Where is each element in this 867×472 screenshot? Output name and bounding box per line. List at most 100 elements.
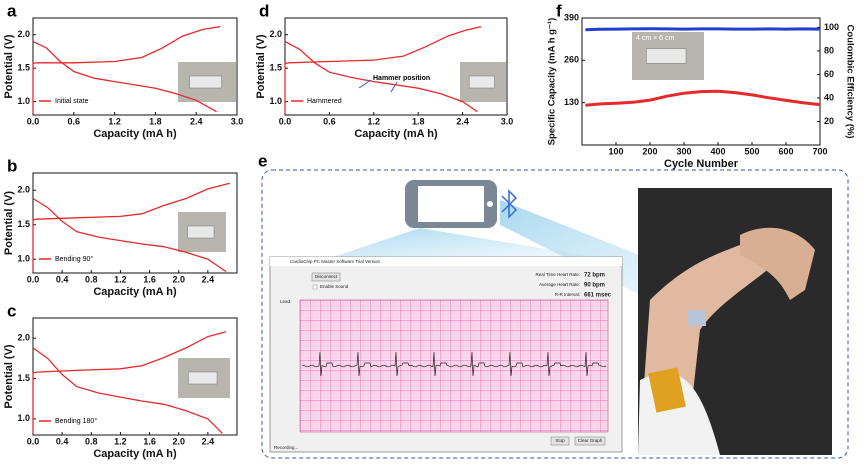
y-tick-label: 2.0	[269, 29, 282, 39]
annotation: Hammer position	[373, 75, 430, 82]
button-label: Stop	[555, 438, 565, 443]
y-axis-label: Potential (V)	[3, 34, 15, 99]
y-tick-label: 1.0	[17, 413, 30, 423]
y2-tick-label: 100	[824, 22, 839, 32]
y2-tick-label: 40	[824, 92, 834, 102]
y-axis-label: Potential (V)	[255, 34, 267, 99]
x-tick-label: 1.8	[149, 116, 162, 126]
y2-tick-label: 60	[824, 69, 834, 79]
plot-frame	[581, 17, 821, 146]
x-tick-label: 2.0	[172, 274, 185, 284]
x-axis-label: Capacity (mA h)	[93, 128, 177, 140]
panel-letter: b	[7, 156, 17, 175]
device-photo	[188, 371, 218, 385]
info-label: Average Heart Rate:	[539, 282, 580, 287]
info-value: 72 bpm	[584, 273, 605, 279]
x-axis-label: Capacity (mA h)	[354, 128, 438, 140]
x-axis-label: Capacity (mA h)	[93, 448, 177, 460]
x-tick-label: 3.0	[231, 116, 244, 126]
device-photo	[187, 225, 215, 239]
y2-axis-label: Coulombic Efficiency (%)	[844, 24, 855, 138]
legend-label: Bending 90°	[55, 255, 93, 263]
y-axis-label: Potential (V)	[3, 191, 15, 256]
lead-label: Lead	[280, 299, 291, 304]
signal-beam	[330, 228, 600, 258]
data-line	[32, 197, 227, 273]
data-line	[32, 347, 223, 434]
x-tick-label: 0.4	[56, 436, 69, 446]
y-tick-label: 130	[564, 97, 579, 107]
button-label: Disconnect	[315, 274, 338, 279]
x-tick-label: 1.6	[143, 274, 156, 284]
button-label: Clear Graph	[578, 438, 603, 443]
y-tick-label: 2.0	[17, 29, 30, 39]
y2-tick-label: 80	[824, 45, 834, 55]
info-value: 90 bpm	[584, 283, 605, 289]
y-axis-label: Specific Capacity (mA h g⁻¹)	[547, 18, 558, 146]
x-tick-label: 0.8	[85, 274, 98, 284]
y2-tick-label: 20	[824, 116, 834, 126]
x-tick-label: 2.0	[172, 436, 185, 446]
x-tick-label: 0.0	[27, 274, 40, 284]
panel-letter: d	[259, 1, 269, 20]
x-tick-label: 1.2	[108, 116, 121, 126]
device-photo	[189, 75, 222, 89]
x-tick-label: 2.4	[190, 116, 203, 126]
legend-label: Bending 180°	[55, 417, 97, 425]
info-value: 661 msec	[584, 293, 612, 299]
x-tick-label: 2.4	[202, 274, 215, 284]
y-tick-label: 1.5	[269, 63, 282, 73]
x-tick-label: 300	[676, 146, 691, 156]
x-tick-label: 200	[642, 146, 657, 156]
legend-label: Initial state	[55, 98, 89, 105]
info-label: R-R Interval:	[555, 292, 580, 297]
inset-text: 4 cm × 6 cm	[636, 35, 674, 42]
phone-icon	[405, 180, 518, 228]
ecg-trace	[301, 351, 607, 377]
x-tick-label: 0.0	[27, 116, 40, 126]
data-line	[32, 40, 217, 113]
data-line	[32, 331, 227, 434]
x-tick-label: 1.2	[368, 116, 381, 126]
stop-button[interactable]	[550, 436, 570, 446]
x-tick-label: 0.8	[85, 436, 98, 446]
x-tick-label: 2.4	[456, 116, 469, 126]
x-tick-label: 1.2	[114, 274, 127, 284]
x-tick-label: 600	[778, 146, 793, 156]
annotation-arrow	[390, 81, 398, 93]
data-line	[284, 26, 482, 114]
disconnect-button[interactable]	[311, 272, 341, 282]
x-tick-label: 2.4	[202, 436, 215, 446]
data-line	[32, 26, 221, 114]
checkbox-label: Enable Sound	[320, 284, 349, 289]
x-tick-label: 0.6	[323, 116, 336, 126]
panel-letter: c	[7, 301, 16, 320]
legend-label: Hammered	[307, 98, 342, 105]
x-tick-label: 1.2	[114, 436, 127, 446]
x-tick-label: 500	[744, 146, 759, 156]
panel-frame	[261, 169, 849, 459]
panel-letter: a	[7, 1, 17, 20]
x-tick-label: 0.6	[68, 116, 81, 126]
y-tick-label: 2.0	[17, 185, 30, 195]
x-tick-label: 400	[710, 146, 725, 156]
y-tick-label: 1.5	[17, 63, 30, 73]
data-line	[585, 89, 821, 107]
device-photo	[646, 48, 687, 64]
clear-button[interactable]	[574, 436, 606, 446]
y-tick-label: 1.5	[17, 373, 30, 383]
window-title: CardioChip PC Master Software Trial Vers…	[290, 259, 381, 264]
x-tick-label: 0.0	[27, 436, 40, 446]
device-photo	[468, 75, 495, 89]
annotation-arrow	[358, 79, 372, 89]
checkbox[interactable]	[312, 284, 318, 290]
x-tick-label: 0.0	[279, 116, 292, 126]
x-tick-label: 1.8	[412, 116, 425, 126]
y-tick-label: 1.0	[269, 96, 282, 106]
info-label: Real Time Heart Rate:	[535, 272, 580, 277]
wrist-photo	[638, 188, 832, 455]
y-tick-label: 2.0	[17, 333, 30, 343]
data-line	[284, 40, 478, 113]
x-tick-label: 3.0	[501, 116, 514, 126]
